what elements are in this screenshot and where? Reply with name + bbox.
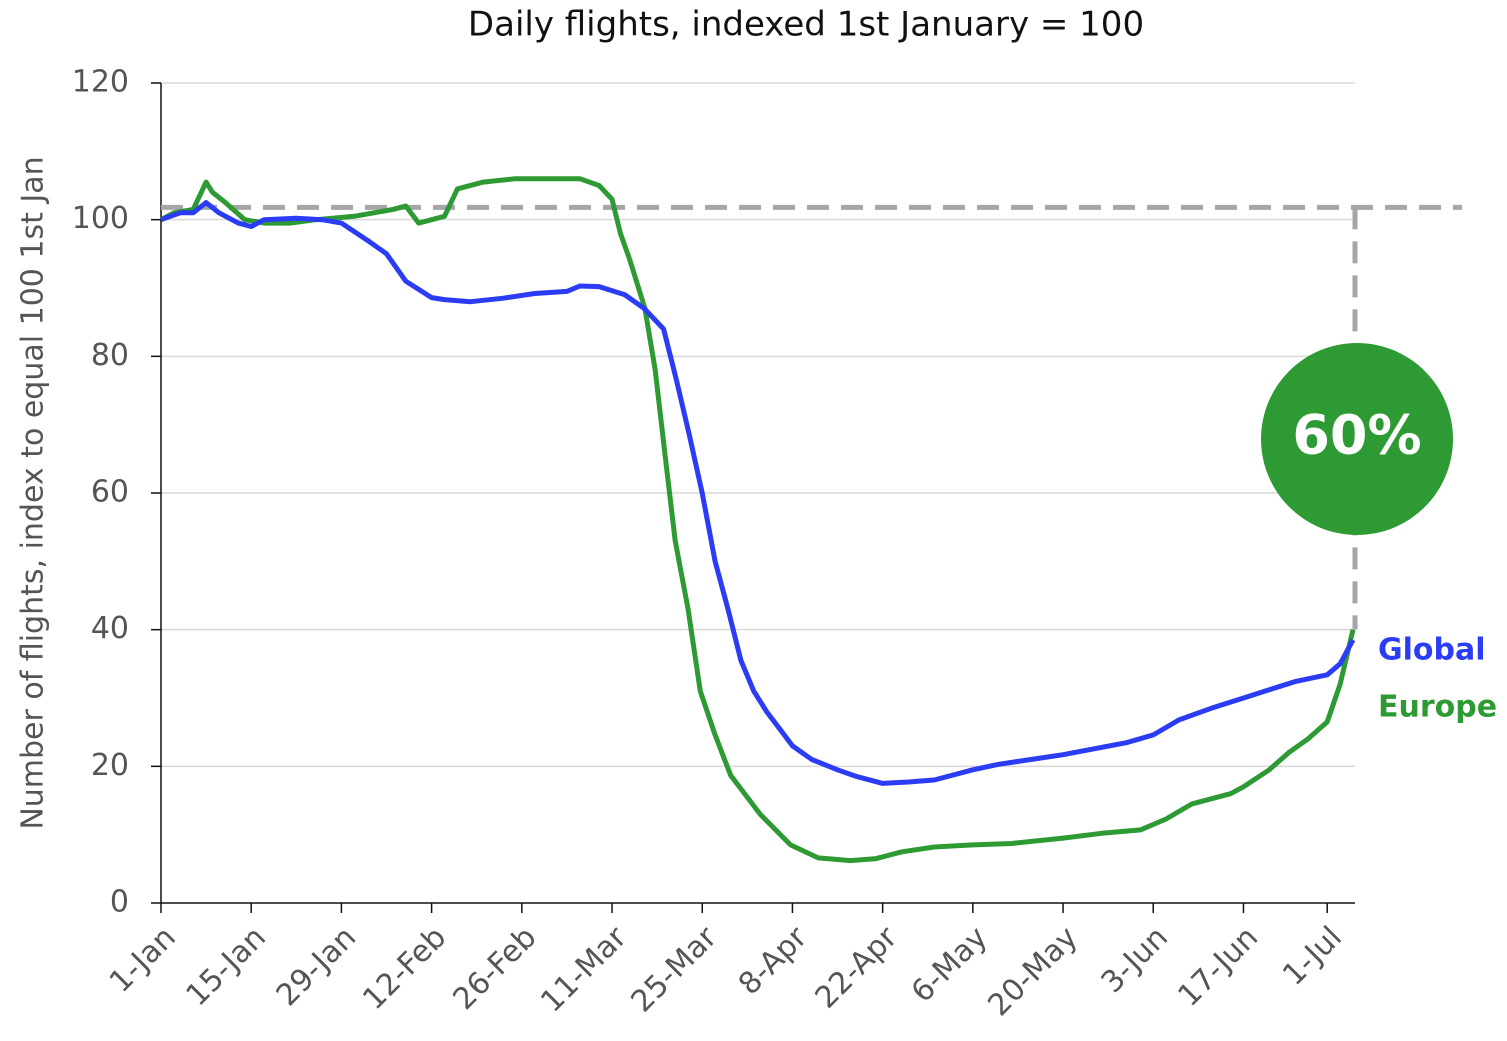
annotation-text: 60% xyxy=(1292,404,1421,467)
y-tick-label: 60 xyxy=(91,475,129,510)
series-line xyxy=(159,176,1356,864)
x-tick-label: 22-Apr xyxy=(809,919,905,1015)
x-tick-label: 6-May xyxy=(905,920,995,1010)
chart-title: Daily flights, indexed 1st January = 100 xyxy=(468,5,1144,45)
series-line xyxy=(160,200,1356,786)
y-tick-label: 40 xyxy=(91,611,129,646)
legend-label: Global xyxy=(1378,633,1486,668)
x-tick-label: 17-Jun xyxy=(1171,920,1265,1014)
x-tick-label: 12-Feb xyxy=(356,920,453,1017)
y-tick-label: 20 xyxy=(91,748,129,783)
y-tick-label: 80 xyxy=(91,338,129,373)
y-tick-label: 100 xyxy=(72,201,129,236)
y-tick-label: 0 xyxy=(110,885,129,920)
legend-label: Europe xyxy=(1378,690,1497,725)
x-tick-label: 20-May xyxy=(981,920,1084,1023)
y-axis-title: Number of flights, index to equal 100 1s… xyxy=(16,156,51,829)
x-tick-label: 8-Apr xyxy=(732,919,815,1002)
x-tick-label: 29-Jan xyxy=(270,920,363,1013)
x-tick-label: 1-Jan xyxy=(103,920,183,1000)
x-tick-label: 26-Feb xyxy=(447,920,544,1017)
x-tick-label: 15-Jan xyxy=(180,920,273,1013)
x-tick-label: 1-Jul xyxy=(1276,920,1349,993)
x-tick-label: 3-Jun xyxy=(1095,920,1175,1000)
x-tick-label: 25-Mar xyxy=(624,919,724,1019)
annotation-bubble xyxy=(1261,343,1453,535)
x-tick-label: 11-Mar xyxy=(534,919,634,1019)
y-tick-label: 120 xyxy=(72,65,129,100)
